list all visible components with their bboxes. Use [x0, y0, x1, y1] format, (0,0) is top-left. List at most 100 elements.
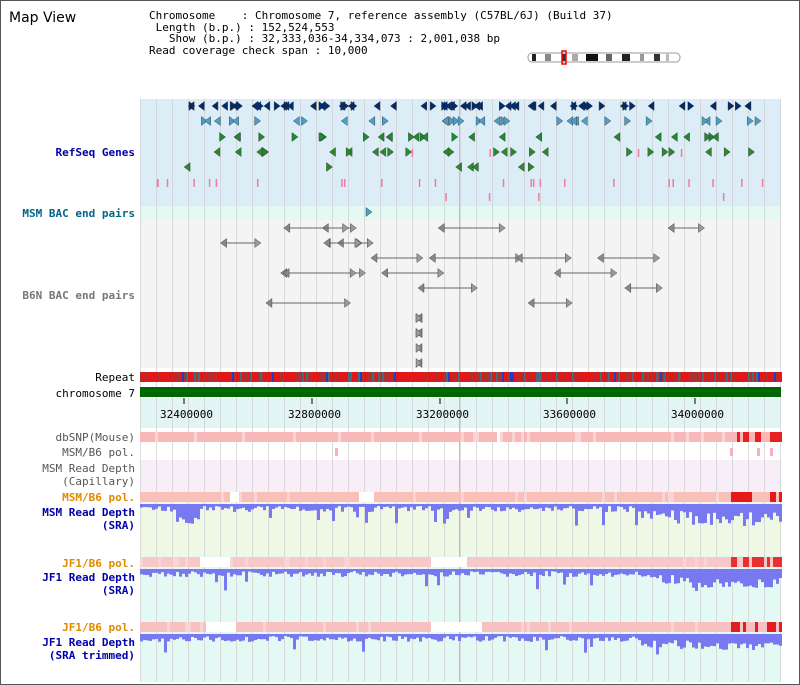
read-depth-bar — [275, 634, 278, 638]
repeat-segment — [156, 372, 158, 382]
read-depth-bar — [572, 504, 575, 509]
read-depth-bar — [584, 634, 587, 653]
read-depth-bar — [770, 634, 773, 643]
polymorphism-segment — [623, 492, 626, 502]
polymorphism-segment — [461, 557, 464, 567]
polymorphism-segment — [404, 557, 407, 567]
track-label-repeat[interactable]: Repeat — [95, 371, 135, 384]
polymorphism-segment — [530, 557, 533, 567]
repeat-segment — [254, 372, 256, 382]
polymorphism-segment — [725, 432, 728, 442]
polymorphism-segment — [518, 492, 521, 502]
repeat-segment — [164, 372, 166, 382]
gene-exon-tick — [613, 179, 615, 187]
polymorphism-segment — [263, 622, 266, 632]
polymorphism-segment — [224, 432, 227, 442]
capillary-label-line1: MSM Read Depth — [42, 462, 135, 475]
read-depth-bar — [779, 634, 782, 646]
polymorphism-segment — [563, 492, 566, 502]
polymorphism-segment — [224, 492, 227, 502]
read-depth-bar — [644, 504, 647, 512]
read-depth-bar — [320, 504, 323, 510]
polymorphism-segment — [308, 557, 311, 567]
read-depth-bar — [161, 634, 164, 639]
read-depth-bar — [248, 634, 251, 642]
polymorphism-segment — [227, 622, 230, 632]
track-label-jf1-read-depth-trimmed[interactable]: JF1 Read Depth (SRA trimmed) — [0, 636, 135, 662]
gene-arrow — [472, 162, 479, 172]
gene-arrow — [647, 101, 655, 111]
read-depth-bar — [335, 569, 338, 574]
track-label-msm-b6-pol-2[interactable]: MSM/B6 pol. — [62, 491, 135, 504]
read-depth-bar — [263, 504, 266, 511]
polymorphism-segment — [575, 432, 578, 442]
gene-arrow — [412, 132, 420, 142]
polymorphism-segment — [383, 622, 386, 632]
polymorphism-segment — [710, 622, 713, 632]
read-depth-bar — [536, 504, 539, 509]
polymorphism-segment — [350, 557, 353, 567]
track-label-msm-read-depth-sra[interactable]: MSM Read Depth (SRA) — [0, 506, 135, 532]
read-depth-bar — [581, 634, 584, 639]
read-depth-bar — [380, 634, 383, 637]
read-depth-bar — [632, 569, 635, 575]
repeat-segment — [186, 372, 188, 382]
read-depth-bar — [725, 634, 728, 650]
repeat-segment — [252, 372, 254, 382]
gene-exon-tick — [672, 179, 674, 187]
read-depth-bar — [608, 569, 611, 573]
polymorphism-segment — [221, 432, 224, 442]
polymorphism-segment — [731, 622, 734, 632]
polymorphism-segment — [674, 492, 677, 502]
polymorphism-segment — [713, 492, 716, 502]
read-depth-bar — [752, 504, 755, 526]
read-depth-bar — [449, 634, 452, 640]
track-label-refseq[interactable]: RefSeq Genes — [55, 146, 135, 159]
polymorphism-segment — [473, 492, 476, 502]
track-label-msm-b6-pol-1[interactable]: MSM/B6 pol. — [62, 446, 135, 459]
repeat-segment — [568, 372, 570, 382]
repeat-segment — [364, 372, 366, 382]
gene-arrow — [654, 132, 662, 142]
read-depth-bar — [470, 569, 473, 572]
read-depth-bar — [644, 569, 647, 577]
polymorphism-segment — [491, 622, 494, 632]
track-label-dbsnp[interactable]: dbSNP(Mouse) — [55, 431, 135, 444]
repeat-segment — [722, 372, 724, 382]
polymorphism-segment — [593, 622, 596, 632]
track-label-jf1-b6-pol-2[interactable]: JF1/B6 pol. — [62, 621, 135, 634]
read-depth-bar — [530, 569, 533, 577]
read-depth-bar — [500, 634, 503, 637]
polymorphism-segment — [368, 622, 371, 632]
polymorphism-segment — [221, 557, 224, 567]
read-depth-bar — [524, 504, 527, 510]
gene-arrow — [390, 101, 397, 111]
track-label-jf1-read-depth-sra[interactable]: JF1 Read Depth (SRA) — [0, 571, 135, 597]
track-label-chromosome[interactable]: chromosome 7 — [55, 387, 135, 400]
polymorphism-segment — [401, 557, 404, 567]
polymorphism-segment — [416, 622, 419, 632]
read-depth-bar — [578, 569, 581, 574]
track-label-msm-read-depth-capillary[interactable]: MSM Read Depth (Capillary) — [0, 462, 135, 488]
repeat-segment — [348, 372, 350, 382]
polymorphism-segment — [539, 622, 542, 632]
gene-arrow — [213, 147, 221, 157]
polymorphism-segment — [383, 492, 386, 502]
polymorphism-segment — [428, 557, 431, 567]
polymorphism-segment — [257, 557, 260, 567]
track-label-b6n-bac[interactable]: B6N BAC end pairs — [22, 289, 135, 302]
track-label-jf1-b6-pol-1[interactable]: JF1/B6 pol. — [62, 557, 135, 570]
gene-arrow — [667, 223, 675, 233]
gene-arrow — [326, 162, 333, 172]
repeat-segment — [362, 372, 364, 382]
read-depth-bar — [752, 569, 755, 588]
polymorphism-segment — [629, 557, 632, 567]
gene-arrow — [381, 268, 388, 278]
track-label-msm-bac[interactable]: MSM BAC end pairs — [22, 207, 135, 220]
repeat-segment — [534, 372, 536, 382]
repeat-segment — [686, 372, 688, 382]
read-depth-bar — [512, 569, 515, 575]
repeat-segment — [760, 372, 762, 382]
gene-exon-tick — [341, 179, 343, 187]
